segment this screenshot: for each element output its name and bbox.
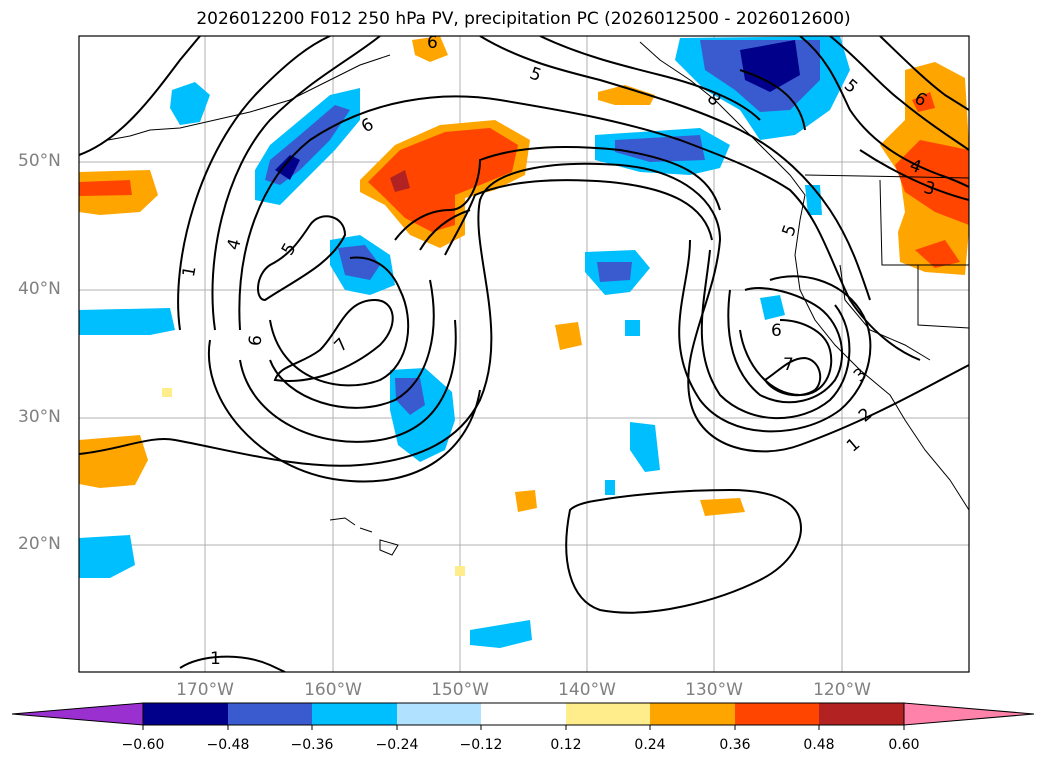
- coastlines: [107, 41, 969, 556]
- contour-label: 6: [427, 33, 438, 53]
- lon-label-130w: 130°W: [685, 680, 743, 700]
- lon-label-160w: 160°W: [304, 680, 362, 700]
- colorbar-extend-min: [11, 702, 144, 726]
- contour-label: 6: [246, 334, 267, 347]
- colorbar-swatch: [397, 703, 481, 725]
- colorbar-swatch: [566, 703, 650, 725]
- lat-label-20n: 20°N: [18, 534, 61, 554]
- colorbar-tick-label: −0.48: [206, 737, 250, 753]
- contour-label: 1: [210, 649, 221, 669]
- colorbar-swatch: [143, 703, 228, 725]
- pv-contours: [79, 36, 969, 672]
- colorbar-swatch: [228, 703, 312, 725]
- colorbar-tick-label: −0.12: [459, 737, 503, 753]
- positive-pc-areas: [79, 36, 969, 576]
- lat-label-50n: 50°N: [18, 151, 61, 171]
- lon-label-120w: 120°W: [813, 680, 871, 700]
- map-background: [79, 36, 969, 672]
- colorbar-tick-label: −0.36: [290, 737, 334, 753]
- colorbar-tick-label: −0.60: [121, 737, 165, 753]
- colorbar-tick-label: 0.36: [719, 737, 751, 753]
- lon-label-150w: 150°W: [431, 680, 489, 700]
- contour-label: 3: [922, 178, 938, 200]
- colorbar-swatch: [312, 703, 397, 725]
- colorbar-tick-label: 0.12: [550, 737, 582, 753]
- colorbar-swatch: [481, 703, 566, 725]
- colorbar-tick-label: 0.60: [888, 737, 920, 753]
- lon-label-140w: 140°W: [558, 680, 616, 700]
- lat-label-40n: 40°N: [18, 279, 61, 299]
- colorbar-extend-max: [903, 702, 1035, 726]
- contour-label: 7: [783, 355, 794, 375]
- colorbar-swatch: [819, 703, 904, 725]
- contour-label: 6: [771, 321, 782, 341]
- lat-label-30n: 30°N: [18, 407, 61, 427]
- colorbar-tick-label: −0.24: [375, 737, 419, 753]
- colorbar: [11, 702, 1035, 730]
- map-title: 2026012200 F012 250 hPa PV, precipitatio…: [196, 9, 851, 29]
- contour-label: 4: [224, 237, 246, 253]
- map-frame: [78, 35, 970, 673]
- lon-label-170w: 170°W: [176, 680, 234, 700]
- contour-label: 1: [179, 264, 201, 278]
- negative-pc-areas: [79, 36, 850, 648]
- colorbar-outline: [142, 702, 905, 726]
- colorbar-swatch: [650, 703, 735, 725]
- colorbar-tick-label: 0.48: [803, 737, 835, 753]
- colorbar-tick-label: 0.24: [634, 737, 666, 753]
- colorbar-swatch: [735, 703, 819, 725]
